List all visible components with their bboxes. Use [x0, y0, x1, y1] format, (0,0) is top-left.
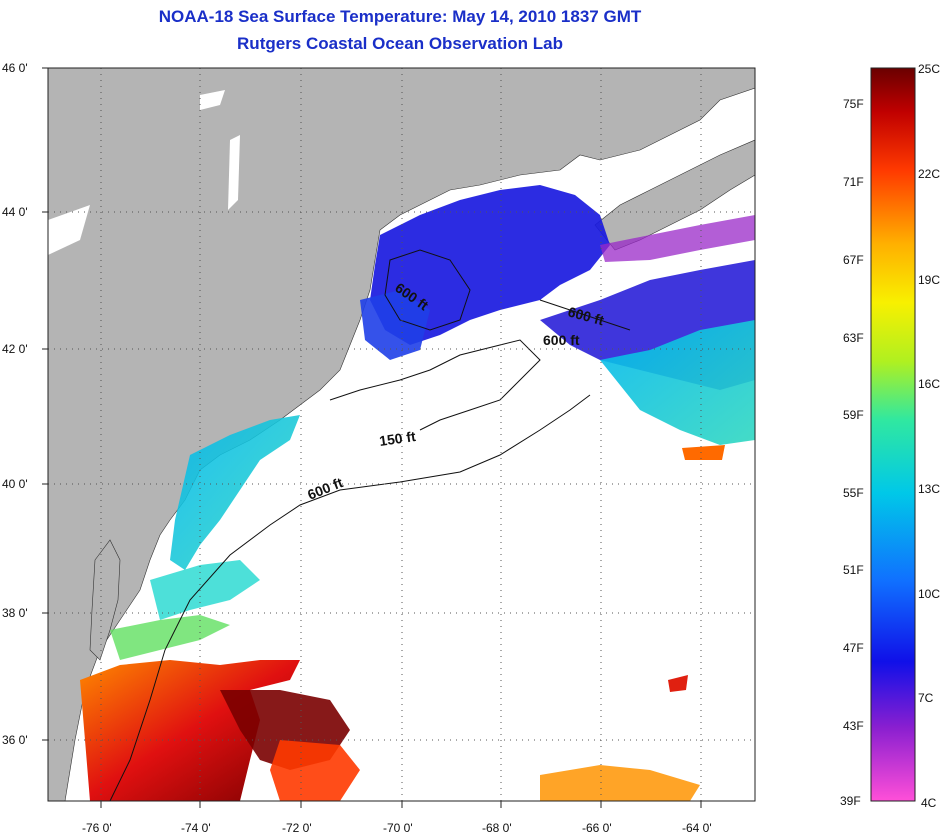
lat-label: 44 0': [2, 205, 28, 219]
land-mass: [48, 68, 755, 801]
colorbar-f-label: 43F: [843, 719, 864, 733]
sst-orange-south: [540, 765, 700, 801]
lon-label: -66 0': [582, 821, 612, 835]
lake: [200, 90, 225, 110]
sst-red-spot: [668, 675, 688, 692]
lat-label: 36 0': [2, 733, 28, 747]
contour-label: 600 ft: [543, 332, 580, 348]
graticule: [48, 68, 755, 801]
lon-label: -70 0': [383, 821, 413, 835]
contour-label: 150 ft: [378, 428, 417, 449]
lon-label: -72 0': [282, 821, 312, 835]
lon-ticks: [100, 801, 702, 808]
sst-cold-patch: [360, 290, 430, 360]
colorbar-c-label: 7C: [918, 691, 934, 705]
sst-purple-band: [600, 215, 755, 262]
map-title: NOAA-18 Sea Surface Temperature: May 14,…: [158, 7, 642, 26]
sst-cool-shelf: [600, 320, 755, 445]
lake: [228, 135, 240, 210]
lat-ticks: [42, 67, 48, 741]
colorbar-c-label: 19C: [918, 273, 940, 287]
colorbar: [870, 67, 916, 802]
colorbar-c-label: 4C: [921, 796, 937, 810]
colorbar-f-label: 51F: [843, 563, 864, 577]
map-subtitle: Rutgers Coastal Ocean Observation Lab: [237, 34, 563, 53]
map-content: [48, 68, 755, 801]
lat-label: 40 0': [2, 477, 28, 491]
colorbar-c-label: 10C: [918, 587, 940, 601]
sst-warm-eddy: [270, 740, 360, 801]
colorbar-f-label: 55F: [843, 486, 864, 500]
colorbar-f-label: 67F: [843, 253, 864, 267]
lon-label: -68 0': [482, 821, 512, 835]
sst-orange-patch: [682, 445, 725, 460]
colorbar-f-label: 75F: [843, 97, 864, 111]
colorbar-f-label: 59F: [843, 408, 864, 422]
lon-label: -74 0': [181, 821, 211, 835]
contour-600ft-gulf: [384, 249, 471, 331]
lat-label: 42 0': [2, 342, 28, 356]
colorbar-c-label: 22C: [918, 167, 940, 181]
colorbar-f-label: 39F: [840, 794, 861, 808]
colorbar-f-label: 47F: [843, 641, 864, 655]
sst-cyan-south: [150, 560, 260, 620]
colorbar-c-label: 25C: [918, 62, 940, 76]
lon-label: -76 0': [82, 821, 112, 835]
colorbar-f-label: 63F: [843, 331, 864, 345]
colorbar-c-label: 16C: [918, 377, 940, 391]
contour-150ft: [329, 339, 541, 431]
contour-600ft-shelf: [109, 394, 591, 801]
sst-cool-mid-atlantic: [170, 415, 300, 570]
lake: [48, 205, 90, 255]
lon-label: -64 0': [682, 821, 712, 835]
lat-label: 46 0': [2, 61, 28, 75]
lat-label: 38 0': [2, 606, 28, 620]
colorbar-f-label: 71F: [843, 175, 864, 189]
contour-600ft-scotian: [539, 299, 631, 331]
sst-cold-gulf-of-maine: [370, 185, 610, 345]
colorbar-c-label: 13C: [918, 482, 940, 496]
